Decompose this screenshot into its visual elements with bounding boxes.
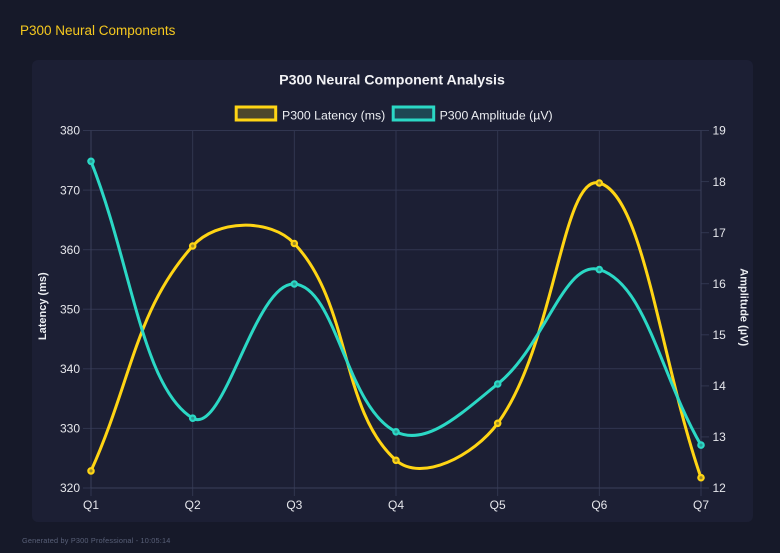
svg-text:Q2: Q2: [185, 498, 201, 512]
svg-text:Q5: Q5: [490, 498, 506, 512]
svg-text:17: 17: [713, 226, 727, 240]
svg-text:380: 380: [60, 124, 80, 138]
svg-text:16: 16: [713, 277, 727, 291]
svg-text:320: 320: [60, 481, 80, 495]
svg-text:P300 Amplitude (µV): P300 Amplitude (µV): [440, 108, 553, 122]
svg-text:18: 18: [713, 175, 727, 189]
svg-text:Q6: Q6: [591, 498, 607, 512]
svg-text:15: 15: [713, 328, 727, 342]
svg-text:13: 13: [713, 430, 727, 444]
svg-text:350: 350: [60, 302, 80, 316]
svg-text:Latency (ms): Latency (ms): [37, 272, 49, 340]
svg-text:P300 Latency (ms): P300 Latency (ms): [282, 108, 385, 122]
svg-text:360: 360: [60, 243, 80, 257]
svg-text:370: 370: [60, 183, 80, 197]
svg-text:12: 12: [713, 481, 727, 495]
svg-text:Q7: Q7: [693, 498, 709, 512]
svg-text:14: 14: [713, 379, 727, 393]
svg-text:Q1: Q1: [83, 498, 99, 512]
svg-text:19: 19: [713, 124, 727, 138]
svg-text:Q3: Q3: [286, 498, 302, 512]
svg-text:P300 Neural Component Analysis: P300 Neural Component Analysis: [279, 72, 505, 88]
svg-text:Amplitude (µV): Amplitude (µV): [738, 268, 750, 346]
svg-text:340: 340: [60, 362, 80, 376]
svg-text:Q4: Q4: [388, 498, 404, 512]
svg-text:330: 330: [60, 422, 80, 436]
